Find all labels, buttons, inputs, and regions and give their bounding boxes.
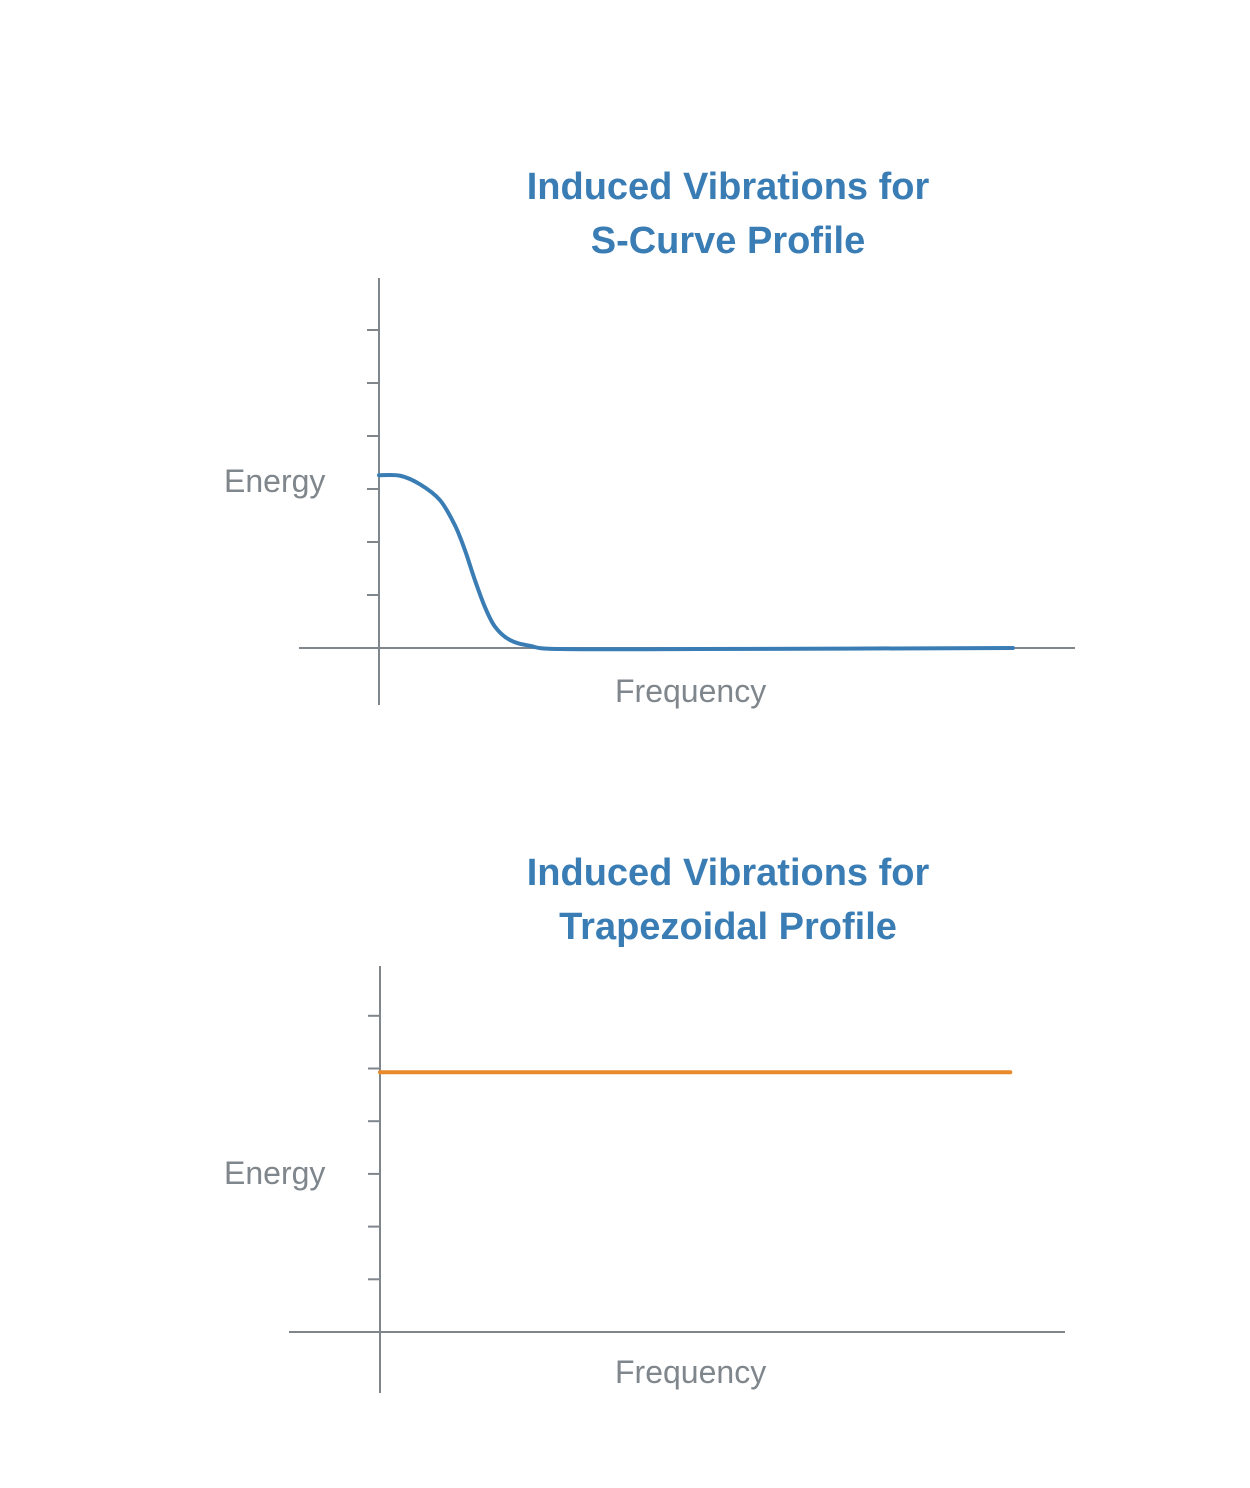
chart1-xlabel: Frequency: [615, 673, 767, 709]
chart2-xlabel: Frequency: [615, 1354, 767, 1390]
chart1-title: Induced Vibrations for S-Curve Profile: [428, 160, 1028, 268]
chart1-series-line: [377, 472, 1015, 652]
chart1-title-line2: S-Curve Profile: [590, 220, 866, 262]
chart2-ylabel: Energy: [224, 1155, 326, 1191]
chart2-title-line2: Trapezoidal Profile: [559, 906, 897, 948]
chart2-title-line1: Induced Vibrations for: [526, 852, 930, 894]
chart1-title-line1: Induced Vibrations for: [526, 166, 930, 208]
chart1-ylabel: Energy: [224, 463, 326, 499]
chart2-title: Induced Vibrations for Trapezoidal Profi…: [428, 846, 1028, 954]
